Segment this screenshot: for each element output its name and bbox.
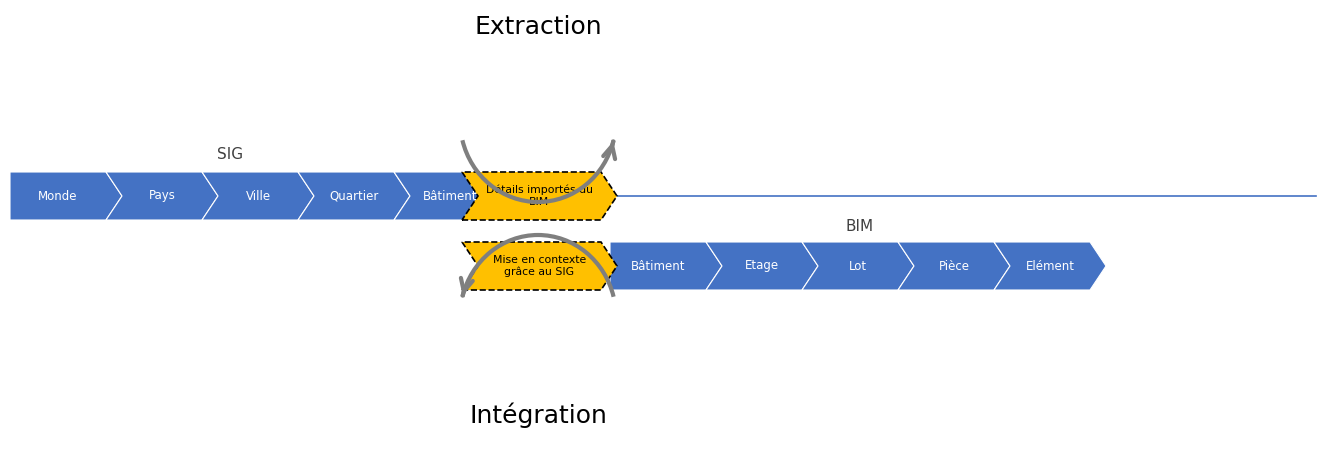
Text: Mise en contexte
grâce au SIG: Mise en contexte grâce au SIG (493, 255, 586, 277)
Text: Elément: Elément (1025, 259, 1074, 273)
Polygon shape (802, 242, 914, 290)
Text: Bâtiment: Bâtiment (631, 259, 686, 273)
Text: Ville: Ville (245, 190, 271, 202)
Polygon shape (461, 172, 617, 220)
Polygon shape (898, 242, 1010, 290)
Text: Monde: Monde (38, 190, 78, 202)
Text: Pièce: Pièce (939, 259, 969, 273)
Polygon shape (705, 242, 818, 290)
Polygon shape (610, 242, 721, 290)
Text: Etage: Etage (745, 259, 780, 273)
Polygon shape (394, 172, 507, 220)
Polygon shape (461, 242, 617, 290)
Polygon shape (298, 172, 410, 220)
Text: Extraction: Extraction (475, 15, 602, 39)
Polygon shape (202, 172, 314, 220)
Polygon shape (994, 242, 1106, 290)
Text: Lot: Lot (849, 259, 867, 273)
Text: SIG: SIG (217, 147, 243, 162)
Polygon shape (11, 172, 122, 220)
Text: Détails importés du
BIM: Détails importés du BIM (487, 185, 593, 207)
Text: Quartier: Quartier (329, 190, 379, 202)
Text: Bâtiment: Bâtiment (423, 190, 477, 202)
Text: Intégration: Intégration (469, 403, 607, 428)
Text: BIM: BIM (846, 219, 874, 234)
Text: Pays: Pays (149, 190, 175, 202)
Polygon shape (106, 172, 217, 220)
